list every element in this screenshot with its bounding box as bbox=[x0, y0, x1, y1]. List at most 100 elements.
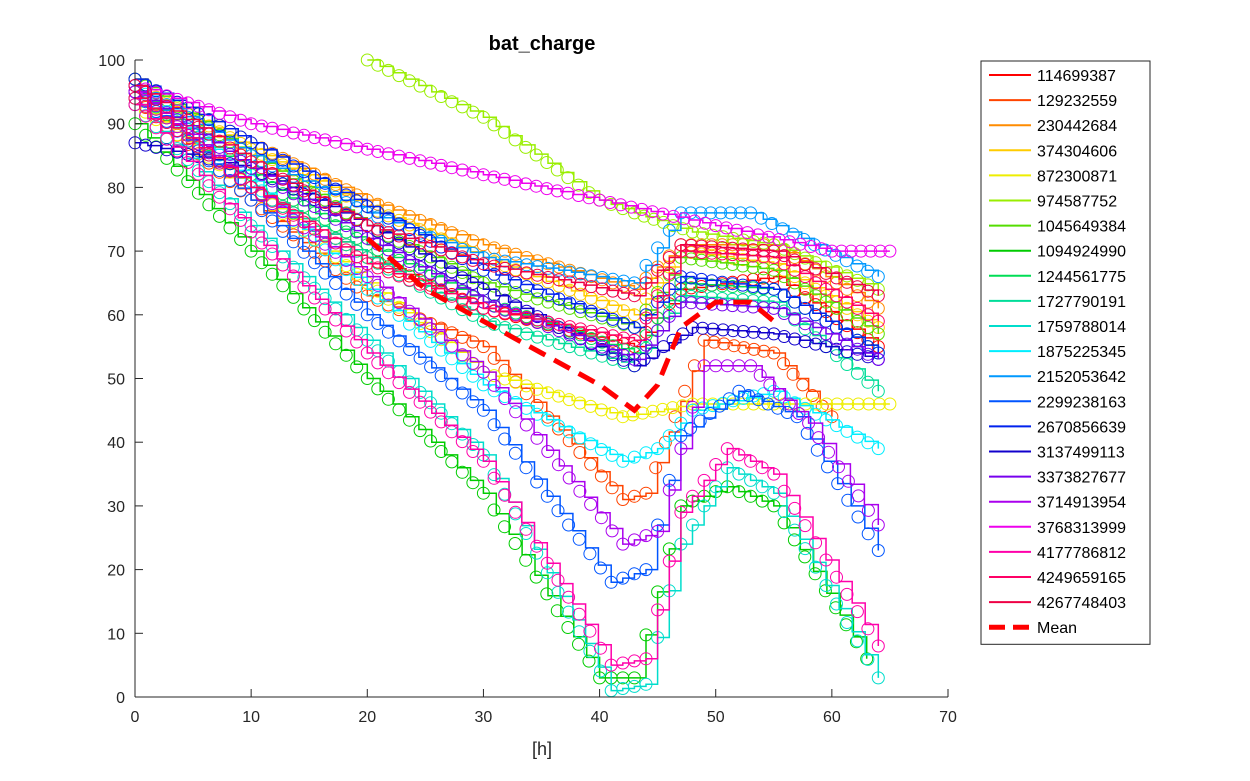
series-point bbox=[297, 271, 311, 285]
series-point bbox=[850, 301, 864, 315]
legend-label: 1759788014 bbox=[1037, 319, 1126, 336]
series-line bbox=[135, 78, 880, 353]
series-point bbox=[695, 272, 708, 286]
series-point bbox=[318, 176, 332, 190]
legend-entry: 2299238163 bbox=[989, 394, 1126, 411]
series-point bbox=[614, 198, 628, 212]
series-point bbox=[751, 228, 765, 242]
series-point bbox=[605, 524, 619, 538]
series-point bbox=[562, 590, 576, 604]
series-point bbox=[605, 448, 619, 462]
series-point bbox=[819, 340, 833, 354]
series-point bbox=[840, 308, 854, 322]
series-point bbox=[445, 455, 459, 469]
series-point bbox=[800, 426, 814, 440]
series-point bbox=[223, 124, 237, 138]
series-point bbox=[403, 255, 416, 268]
series-point bbox=[726, 241, 739, 255]
series-point bbox=[606, 329, 620, 343]
series-point bbox=[636, 406, 650, 420]
series-point bbox=[541, 271, 555, 284]
series-point bbox=[350, 335, 364, 349]
series-point bbox=[339, 243, 353, 257]
series-point bbox=[819, 413, 833, 427]
series-point bbox=[715, 256, 729, 270]
legend-entry: 4177786812 bbox=[989, 545, 1126, 562]
series-point bbox=[318, 325, 332, 339]
series-point bbox=[541, 315, 555, 329]
series-point bbox=[508, 505, 522, 519]
series-point bbox=[849, 635, 863, 649]
series-point bbox=[883, 244, 897, 258]
series-point bbox=[139, 138, 153, 152]
series-point bbox=[360, 346, 374, 360]
series-point bbox=[744, 473, 758, 487]
legend-label: 3714913954 bbox=[1037, 495, 1126, 512]
series-point bbox=[160, 132, 174, 146]
series-point bbox=[329, 178, 343, 191]
series-point bbox=[861, 436, 875, 450]
series-point bbox=[403, 343, 416, 356]
series-point bbox=[706, 322, 720, 336]
series-point bbox=[584, 437, 598, 451]
series-point bbox=[594, 469, 608, 483]
series-point bbox=[736, 248, 750, 262]
series-point bbox=[788, 295, 802, 309]
series-point bbox=[413, 264, 427, 278]
series-point bbox=[804, 240, 818, 253]
series-point bbox=[434, 90, 448, 103]
series-point bbox=[687, 359, 701, 373]
series-point bbox=[662, 251, 676, 264]
series-point bbox=[487, 170, 501, 184]
series-point bbox=[445, 161, 459, 175]
series-point bbox=[727, 339, 741, 353]
series-4267748403 bbox=[128, 79, 885, 303]
series-point bbox=[509, 264, 523, 278]
series-point bbox=[830, 301, 843, 315]
series-point bbox=[487, 252, 501, 266]
series-point bbox=[686, 225, 699, 239]
series-point bbox=[850, 259, 864, 273]
series-point bbox=[786, 367, 800, 381]
series-point bbox=[339, 207, 353, 221]
series-point bbox=[360, 270, 374, 284]
series-point bbox=[519, 418, 533, 432]
series-point bbox=[265, 153, 279, 167]
series-point bbox=[476, 110, 490, 124]
series-point bbox=[861, 622, 875, 636]
series-point bbox=[746, 300, 760, 314]
series-point bbox=[594, 561, 607, 575]
series-point bbox=[434, 272, 448, 286]
series-point bbox=[308, 229, 321, 243]
series-point bbox=[434, 330, 448, 344]
series-point bbox=[424, 84, 438, 98]
series-point bbox=[149, 99, 163, 113]
series-point bbox=[476, 454, 490, 468]
series-point bbox=[476, 365, 490, 379]
y-tick-label: 30 bbox=[107, 499, 125, 516]
series-point bbox=[434, 445, 448, 458]
series-point bbox=[746, 249, 760, 263]
series-point bbox=[645, 205, 659, 219]
series-point bbox=[667, 209, 680, 223]
series-point bbox=[466, 445, 480, 458]
series-point bbox=[276, 258, 290, 272]
series-point bbox=[540, 566, 554, 580]
series-point bbox=[318, 237, 332, 251]
series-point bbox=[476, 378, 490, 392]
series-point bbox=[371, 205, 385, 219]
series-point bbox=[213, 134, 226, 148]
series-point bbox=[308, 171, 321, 185]
series-point bbox=[573, 484, 587, 498]
series-point bbox=[392, 249, 406, 263]
series-point bbox=[519, 140, 533, 154]
series-point bbox=[755, 494, 769, 508]
series-point bbox=[286, 208, 300, 222]
series-point bbox=[552, 263, 566, 277]
series-point bbox=[716, 230, 730, 244]
series-point bbox=[255, 142, 269, 156]
series-point bbox=[498, 261, 512, 275]
legend-label: 4267748403 bbox=[1037, 595, 1126, 612]
series-point bbox=[244, 155, 258, 169]
legend-label: 114699387 bbox=[1037, 68, 1116, 85]
